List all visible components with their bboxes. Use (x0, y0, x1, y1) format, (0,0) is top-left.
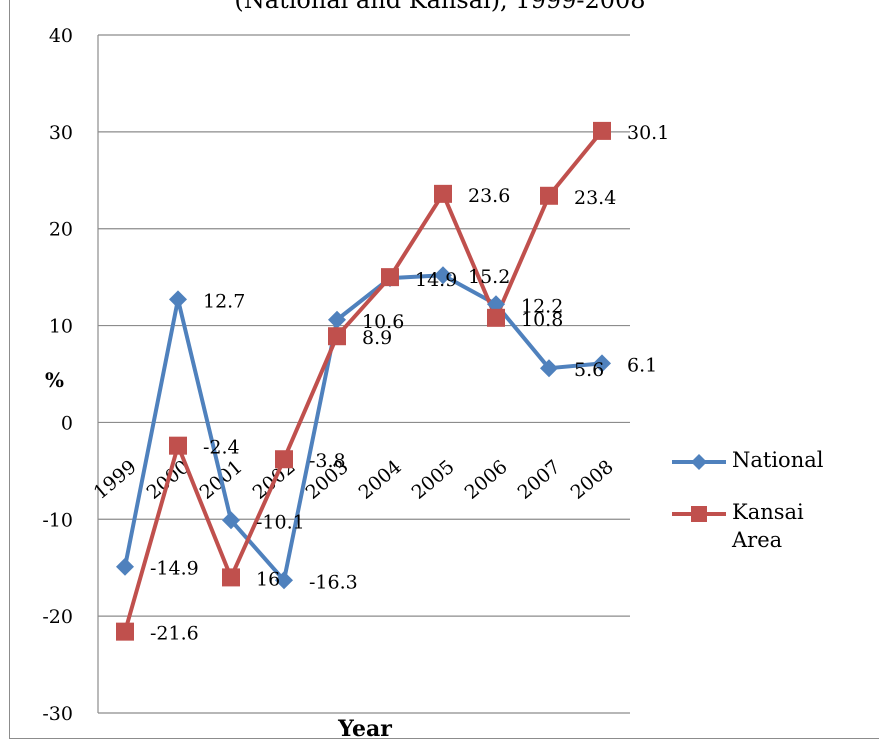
data-label-national: -14.9 (150, 558, 199, 580)
data-label-kansai: 10.8 (521, 309, 563, 331)
data-point-kansai (487, 308, 505, 327)
data-label-national: 10.6 (362, 311, 404, 333)
data-point-kansai (434, 184, 452, 203)
data-point-national (328, 310, 346, 329)
legend-label: National (732, 448, 824, 472)
data-point-national (222, 511, 240, 530)
chart-title: (National and Kansai), 1999-2008 (234, 0, 646, 14)
data-label-national: 5.6 (574, 359, 604, 381)
data-label-national: -16.3 (309, 571, 358, 593)
data-label-national: 15.2 (468, 266, 510, 288)
y-tick-label: 30 (49, 122, 73, 144)
gridlines (97, 34, 630, 714)
y-tick-label: 20 (49, 219, 73, 241)
x-tick-label: 2007 (514, 456, 565, 504)
data-labels: -14.9 12.7 -10.1 -16.3 10.6 14.9 15.2 12.2 5.6 6.… (150, 122, 669, 645)
data-point-national (169, 290, 187, 309)
square-marker-icon (691, 506, 707, 522)
data-label-national: -10.1 (256, 511, 305, 533)
data-point-kansai (540, 186, 558, 205)
data-label-kansai: 16 (256, 568, 280, 590)
data-point-national (275, 571, 293, 590)
series-lines (116, 121, 611, 641)
y-axis-label: % (45, 368, 64, 392)
data-point-national (116, 557, 134, 576)
y-axis-ticks: 40 30 20 10 0 -10 -20 -30 (42, 25, 73, 725)
data-label-kansai: 8.9 (362, 327, 392, 349)
data-label-kansai: -3.8 (309, 450, 346, 472)
data-point-national (434, 266, 452, 285)
y-tick-label: 10 (49, 316, 73, 338)
data-point-kansai (381, 268, 399, 287)
diamond-marker-icon (691, 454, 707, 470)
y-tick-label: -10 (42, 509, 73, 531)
data-point-national (593, 354, 611, 373)
data-label-national: 6.1 (627, 354, 657, 376)
data-point-kansai (593, 121, 611, 140)
legend-label: Kansai Area (732, 500, 804, 552)
y-tick-label: 0 (61, 412, 73, 434)
data-point-kansai (116, 622, 134, 641)
data-label-kansai: 30.1 (627, 122, 669, 144)
data-label-kansai: 23.6 (468, 185, 510, 207)
data-point-national (540, 359, 558, 378)
x-axis-label: Year (337, 716, 392, 740)
y-tick-label: -20 (42, 606, 73, 628)
data-point-kansai (328, 327, 346, 346)
x-tick-label: 2005 (408, 456, 459, 504)
x-tick-label: 2004 (355, 456, 406, 504)
series-line-kansai (123, 129, 604, 633)
data-label-national: 12.2 (521, 295, 563, 317)
x-tick-label: 2008 (567, 456, 618, 504)
data-label-national: 14.9 (415, 269, 457, 291)
data-point-national (487, 295, 505, 314)
y-tick-label: 40 (49, 25, 73, 47)
series-line-national (123, 273, 603, 583)
data-label-kansai: -2.4 (203, 437, 240, 459)
data-point-kansai (169, 436, 187, 455)
data-point-kansai (222, 568, 240, 587)
data-point-kansai (275, 450, 293, 469)
x-tick-label: 1999 (90, 456, 141, 504)
data-label-kansai: -21.6 (150, 623, 199, 645)
x-tick-label: 2006 (461, 456, 512, 504)
data-label-national: 12.7 (203, 290, 245, 312)
y-tick-label: -30 (42, 703, 73, 725)
data-label-kansai: 23.4 (574, 187, 616, 209)
chart-frame (9, 0, 879, 739)
